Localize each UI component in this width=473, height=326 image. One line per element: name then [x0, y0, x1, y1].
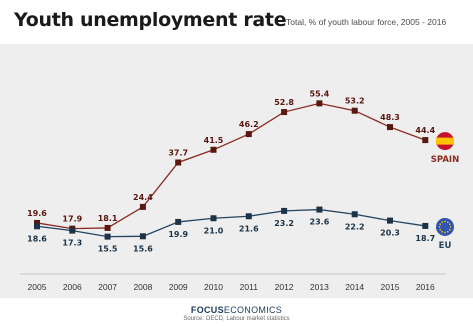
eu-flag-star	[444, 220, 446, 223]
eu-flag-star	[446, 221, 449, 223]
eu-data-point	[387, 217, 393, 224]
spain-data-point	[281, 109, 288, 116]
x-tick-label: 2012	[275, 282, 294, 292]
spain-data-point	[316, 100, 323, 107]
eu-data-label: 22.2	[345, 222, 365, 231]
eu-data-label: 20.3	[380, 229, 400, 238]
eu-flag-star	[441, 230, 444, 233]
x-tick-label: 2009	[169, 282, 188, 292]
spain-data-label: 41.5	[204, 136, 224, 145]
eu-data-point	[34, 223, 40, 230]
eu-data-label: 15.5	[98, 245, 118, 254]
spain-data-point	[34, 219, 40, 226]
x-tick-label: 2005	[28, 282, 47, 292]
brand-logo-bold: FOCUS	[190, 305, 224, 315]
spain-data-label: 17.9	[62, 215, 82, 224]
eu-data-point	[104, 233, 111, 240]
spain-data-point	[175, 159, 182, 166]
brand-logo: FOCUSECONOMICS	[0, 305, 473, 315]
spain-data-label: 53.2	[345, 97, 365, 106]
eu-flag-icon	[436, 217, 454, 236]
spain-flag-band	[436, 137, 454, 145]
eu-flag-star	[441, 221, 444, 223]
eu-data-label: 17.3	[62, 239, 82, 248]
eu-flag-star	[439, 228, 442, 231]
spain-data-point	[387, 124, 393, 131]
eu-data-point	[245, 213, 252, 220]
brand-logo-rest: ECONOMICS	[223, 305, 283, 315]
chart-subtitle: Total, % of youth labour force, 2005 - 2…	[286, 17, 447, 27]
eu-data-label: 15.6	[133, 244, 153, 253]
spain-data-point	[210, 146, 217, 153]
eu-flag-star	[448, 223, 451, 225]
spain-data-label: 44.4	[415, 126, 435, 135]
x-tick-label: 2014	[345, 282, 364, 292]
x-tick-label: 2007	[98, 282, 117, 292]
spain-data-label: 19.6	[27, 209, 47, 218]
eu-data-point	[316, 206, 323, 213]
spain-data-label: 46.2	[239, 120, 259, 129]
chart-panel	[0, 44, 473, 298]
x-tick-label: 2010	[204, 282, 223, 292]
chart-title: Youth unemployment rate	[14, 9, 287, 31]
eu-data-point	[422, 222, 429, 229]
line-chart: 2005 2006 2007 2008 2009 2010 2011 2012 2013 2014…	[20, 89, 459, 292]
eu-data-label: 21.6	[239, 224, 259, 233]
eu-data-point	[175, 218, 182, 225]
eu-data-point	[281, 207, 288, 214]
spain-data-label: 55.4	[310, 89, 330, 98]
eu-data-label: 18.7	[415, 234, 435, 243]
eu-legend-label: EU	[439, 241, 452, 251]
spain-series-line	[36, 102, 426, 230]
spain-data-label: 37.7	[168, 148, 188, 157]
spain-data-label: 52.8	[274, 98, 294, 107]
eu-flag-star	[438, 226, 441, 228]
spain-data-point	[245, 131, 252, 138]
eu-flag-star	[449, 226, 452, 228]
spain-data-point	[422, 137, 429, 144]
spain-data-label: 24.4	[133, 193, 153, 202]
spain-legend-label: SPAIN	[431, 155, 459, 165]
eu-flag-star	[444, 231, 446, 234]
source-note: Source: OECD, Labour market statistics	[183, 316, 290, 322]
eu-flag-star	[439, 223, 442, 225]
spain-data-point	[104, 224, 111, 231]
x-tick-label: 2011	[240, 282, 259, 292]
eu-data-label: 18.6	[27, 234, 47, 243]
eu-flag-star	[446, 230, 449, 233]
eu-data-point	[69, 227, 76, 234]
spain-data-point	[139, 203, 146, 210]
eu-series-line	[36, 208, 426, 238]
spain-data-label: 48.3	[380, 113, 400, 122]
x-tick-label: 2008	[133, 282, 152, 292]
x-tick-label: 2006	[63, 282, 82, 292]
eu-flag-star	[448, 228, 451, 231]
x-tick-label: 2015	[381, 282, 400, 292]
eu-data-point	[351, 211, 358, 218]
eu-data-point	[139, 233, 146, 240]
x-tick-label: 2016	[416, 282, 435, 292]
header: Youth unemployment rate Total, % of yout…	[0, 0, 473, 42]
x-tick-label: 2013	[310, 282, 329, 292]
eu-data-label: 23.2	[274, 219, 294, 228]
eu-data-label: 23.6	[310, 218, 330, 227]
spain-data-point	[351, 107, 358, 114]
eu-data-label: 21.0	[204, 226, 224, 235]
eu-data-point	[210, 215, 217, 222]
footer: FOCUSECONOMICS Source: OECD, Labour mark…	[0, 298, 473, 326]
spain-data-label: 18.1	[98, 214, 118, 223]
eu-data-label: 19.9	[168, 230, 188, 239]
